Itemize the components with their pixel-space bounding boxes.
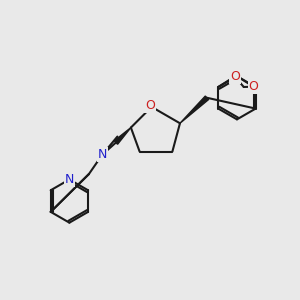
Text: O: O xyxy=(248,80,258,93)
Polygon shape xyxy=(180,96,208,123)
Text: O: O xyxy=(230,70,240,83)
Polygon shape xyxy=(114,128,131,144)
Text: N: N xyxy=(98,148,107,161)
Text: O: O xyxy=(145,99,155,112)
Text: N: N xyxy=(65,173,74,186)
